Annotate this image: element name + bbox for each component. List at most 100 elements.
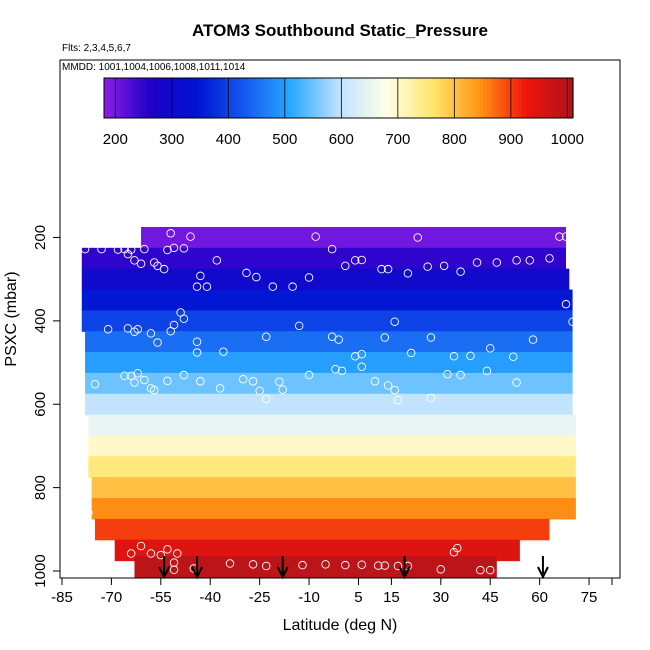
heatmap-band: [91, 477, 576, 499]
flight-arrows: [158, 556, 549, 580]
colorbar-swatch: [131, 78, 136, 118]
observation-point: [136, 259, 146, 268]
observation-point: [179, 244, 189, 253]
observation-point: [126, 549, 136, 558]
heatmap-band: [88, 435, 576, 457]
observation-point: [133, 324, 143, 334]
observation-point: [453, 543, 462, 553]
colorbar-swatch: [236, 78, 242, 118]
chart-title: ATOM3 Southbound Static_Pressure: [192, 21, 488, 40]
colorbar-swatch: [510, 78, 515, 118]
colorbar-swatch: [490, 78, 496, 118]
observation-point: [140, 244, 149, 254]
observation-point: [130, 256, 139, 265]
colorbar-swatch: [299, 78, 304, 118]
observation-point: [341, 261, 350, 271]
colorbar-swatch: [463, 78, 469, 118]
colorbar-swatch: [240, 78, 246, 118]
x-tick-label: -25: [249, 589, 271, 606]
colorbar-swatch: [139, 78, 144, 118]
observation-point: [512, 378, 521, 387]
observation-point: [545, 254, 554, 263]
observation-point: [522, 566, 531, 576]
colorbar-swatch: [291, 78, 297, 118]
observation-point: [90, 379, 100, 389]
heatmap-band: [85, 331, 573, 353]
observation-point: [261, 332, 271, 341]
observation-point: [140, 375, 149, 385]
flight-arrow: [276, 556, 289, 580]
observation-point: [298, 560, 307, 570]
observation-point: [350, 352, 360, 361]
observation-point: [472, 258, 482, 267]
colorbar-swatch: [232, 78, 238, 118]
colorbar-swatch: [178, 78, 183, 118]
colorbar-swatch: [365, 78, 371, 118]
colorbar-swatch: [385, 78, 390, 118]
colorbar-swatch: [514, 78, 519, 118]
observation-point: [512, 256, 521, 265]
colorbar-swatch: [432, 78, 437, 118]
colorbar-swatch: [197, 78, 203, 118]
colorbar-swatch: [346, 78, 351, 118]
observation-point: [466, 351, 475, 361]
observation-point: [179, 370, 189, 380]
colorbar-swatch: [127, 78, 132, 118]
colorbar-swatch: [201, 78, 207, 118]
observation-point: [555, 232, 564, 241]
colorbar-tick-label: 500: [272, 131, 297, 148]
heatmap-band: [141, 226, 566, 249]
colorbar-swatch: [189, 78, 195, 118]
observation-point: [219, 347, 228, 356]
heatmap-band: [81, 268, 570, 291]
colorbar-swatch: [397, 78, 402, 118]
x-tick-label: -10: [298, 589, 320, 606]
colorbar-swatch: [205, 78, 211, 118]
observation-point: [403, 269, 413, 278]
colorbar-swatch: [287, 78, 293, 118]
observation-point: [166, 229, 175, 238]
colorbar-swatch: [447, 78, 453, 118]
observation-point: [163, 245, 172, 255]
colorbar-swatch: [264, 78, 269, 118]
colorbar-tick-label: 300: [159, 131, 184, 148]
observation-point: [169, 558, 179, 567]
observation-point: [380, 561, 390, 570]
observation-point: [406, 348, 416, 358]
x-axis-label: Latitude (deg N): [283, 617, 398, 634]
colorbar-swatch: [225, 78, 230, 118]
colorbar-tick-label: 600: [329, 131, 354, 148]
observation-point: [288, 282, 297, 291]
observation-point: [242, 268, 251, 278]
observation-point: [153, 261, 162, 271]
observation-point: [426, 333, 436, 342]
observation-point: [123, 249, 133, 259]
observation-point: [456, 370, 465, 380]
colorbar-swatch: [174, 78, 179, 118]
observation-point: [196, 377, 205, 386]
observation-point: [212, 256, 222, 265]
observation-point: [84, 508, 93, 517]
colorbar-swatch: [471, 78, 476, 118]
colorbar-swatch: [506, 78, 512, 118]
observation-point: [149, 385, 159, 395]
observation-point: [169, 565, 179, 574]
colorbar-swatch: [193, 78, 199, 118]
observation-point: [169, 243, 179, 253]
colorbar-swatch: [537, 78, 543, 118]
colorbar-swatch: [350, 78, 355, 118]
observation-point: [311, 232, 320, 241]
observation-point: [97, 244, 106, 254]
flights-subtitle: Flts: 2,3,4,5,6,7: [62, 43, 131, 54]
colorbar-swatch: [318, 78, 324, 118]
colorbar-swatch: [459, 78, 465, 118]
flight-arrow: [537, 556, 549, 580]
colorbar-swatch: [252, 78, 258, 118]
observation-point: [393, 395, 403, 405]
colorbar-swatch: [154, 78, 160, 118]
colorbar-swatch: [393, 78, 398, 118]
observation-point: [357, 349, 367, 359]
heatmap-band: [81, 247, 566, 270]
observation-point: [192, 337, 202, 346]
observation-point: [261, 561, 271, 571]
